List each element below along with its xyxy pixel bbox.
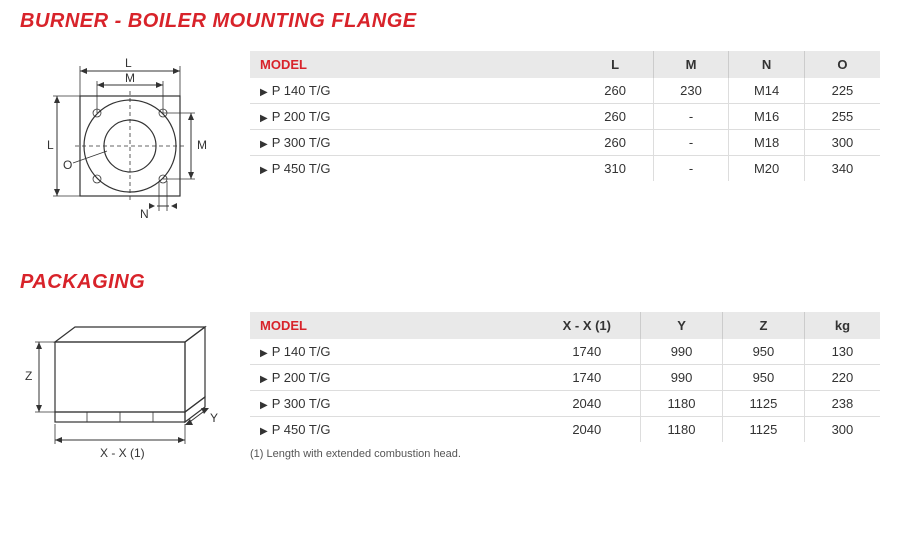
table-cell: 340 — [804, 156, 880, 182]
section-flange: BURNER - BOILER MOUNTING FLANGE — [20, 10, 880, 221]
row-arrow-icon: ▶ — [260, 374, 268, 385]
table-row: ▶P 450 T/G310-M20340 — [250, 156, 880, 182]
table-cell: 238 — [804, 391, 880, 417]
table-cell: ▶P 140 T/G — [250, 339, 534, 365]
table-cell: 990 — [641, 365, 723, 391]
table-header: O — [804, 51, 880, 78]
flange-title: BURNER - BOILER MOUNTING FLANGE — [20, 10, 880, 33]
table-cell: 1180 — [641, 417, 723, 443]
table-cell: 310 — [578, 156, 654, 182]
table-cell: ▶P 300 T/G — [250, 130, 578, 156]
table-header: Z — [722, 312, 804, 339]
table-cell: 260 — [578, 130, 654, 156]
table-cell: 1180 — [641, 391, 723, 417]
table-cell: 1740 — [534, 339, 641, 365]
flange-diagram: L M L M — [20, 51, 220, 221]
table-cell: 990 — [641, 339, 723, 365]
svg-text:M: M — [125, 71, 135, 85]
table-cell: M14 — [729, 78, 805, 104]
row-arrow-icon: ▶ — [260, 139, 268, 150]
table-header: MODEL — [250, 51, 578, 78]
table-cell: 300 — [804, 130, 880, 156]
table-row: ▶P 200 T/G1740990950220 — [250, 365, 880, 391]
table-cell: 950 — [722, 339, 804, 365]
table-cell: - — [653, 130, 729, 156]
table-header: Y — [641, 312, 723, 339]
table-cell: 230 — [653, 78, 729, 104]
packaging-table-wrap: MODELX - X (1)YZkg ▶P 140 T/G17409909501… — [250, 312, 880, 460]
table-cell: 950 — [722, 365, 804, 391]
packaging-table: MODELX - X (1)YZkg ▶P 140 T/G17409909501… — [250, 312, 880, 442]
table-row: ▶P 300 T/G204011801125238 — [250, 391, 880, 417]
row-arrow-icon: ▶ — [260, 113, 268, 124]
table-cell: 1125 — [722, 417, 804, 443]
svg-text:X - X (1): X - X (1) — [100, 446, 145, 460]
row-arrow-icon: ▶ — [260, 348, 268, 359]
svg-text:Z: Z — [25, 369, 32, 383]
table-cell: M20 — [729, 156, 805, 182]
table-cell: M16 — [729, 104, 805, 130]
table-cell: ▶P 450 T/G — [250, 156, 578, 182]
table-row: ▶P 200 T/G260-M16255 — [250, 104, 880, 130]
table-cell: 1125 — [722, 391, 804, 417]
table-cell: ▶P 200 T/G — [250, 365, 534, 391]
row-arrow-icon: ▶ — [260, 426, 268, 437]
packaging-diagram: Z X - X (1) Y — [20, 312, 220, 472]
table-cell: 2040 — [534, 391, 641, 417]
table-cell: ▶P 140 T/G — [250, 78, 578, 104]
table-header: MODEL — [250, 312, 534, 339]
table-cell: 300 — [804, 417, 880, 443]
row-arrow-icon: ▶ — [260, 87, 268, 98]
table-cell: ▶P 300 T/G — [250, 391, 534, 417]
table-cell: M18 — [729, 130, 805, 156]
table-cell: 2040 — [534, 417, 641, 443]
table-header: N — [729, 51, 805, 78]
table-cell: - — [653, 156, 729, 182]
flange-table: MODELLMNO ▶P 140 T/G260230M14225▶P 200 T… — [250, 51, 880, 181]
row-arrow-icon: ▶ — [260, 165, 268, 176]
svg-text:M: M — [197, 138, 207, 152]
section-packaging: PACKAGING — [20, 271, 880, 472]
flange-table-wrap: MODELLMNO ▶P 140 T/G260230M14225▶P 200 T… — [250, 51, 880, 181]
svg-text:Y: Y — [210, 411, 218, 425]
table-cell: 225 — [804, 78, 880, 104]
table-cell: ▶P 450 T/G — [250, 417, 534, 443]
table-cell: ▶P 200 T/G — [250, 104, 578, 130]
table-header: kg — [804, 312, 880, 339]
packaging-section-body: Z X - X (1) Y MODELX - X (1)YZkg ▶P 140 … — [20, 312, 880, 472]
svg-text:N: N — [140, 207, 149, 221]
table-header: X - X (1) — [534, 312, 641, 339]
table-row: ▶P 140 T/G1740990950130 — [250, 339, 880, 365]
row-arrow-icon: ▶ — [260, 400, 268, 411]
svg-text:O: O — [63, 158, 72, 172]
table-row: ▶P 140 T/G260230M14225 — [250, 78, 880, 104]
table-cell: - — [653, 104, 729, 130]
svg-text:L: L — [47, 138, 54, 152]
table-cell: 255 — [804, 104, 880, 130]
packaging-footnote: (1) Length with extended combustion head… — [250, 448, 880, 460]
table-header: L — [578, 51, 654, 78]
table-cell: 220 — [804, 365, 880, 391]
table-row: ▶P 300 T/G260-M18300 — [250, 130, 880, 156]
svg-text:L: L — [125, 56, 132, 70]
table-cell: 1740 — [534, 365, 641, 391]
table-cell: 260 — [578, 78, 654, 104]
table-cell: 130 — [804, 339, 880, 365]
table-row: ▶P 450 T/G204011801125300 — [250, 417, 880, 443]
table-header: M — [653, 51, 729, 78]
flange-section-body: L M L M — [20, 51, 880, 221]
table-cell: 260 — [578, 104, 654, 130]
packaging-title: PACKAGING — [20, 271, 880, 294]
